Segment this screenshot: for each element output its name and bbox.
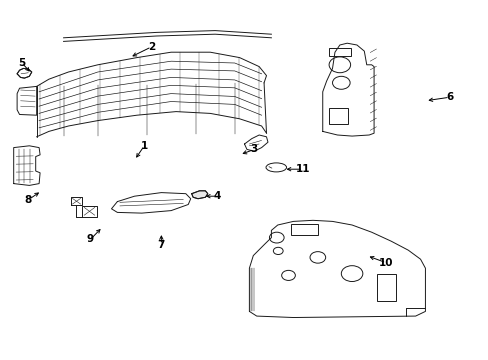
Ellipse shape [265, 163, 286, 172]
Bar [376, 274, 395, 301]
Text: 2: 2 [148, 42, 155, 52]
Bar [328, 48, 350, 56]
Text: 7: 7 [157, 240, 165, 250]
Text: 4: 4 [213, 191, 221, 201]
Bar [290, 224, 317, 235]
Text: 5: 5 [19, 58, 25, 68]
Text: 9: 9 [87, 234, 94, 244]
Text: 1: 1 [141, 141, 147, 151]
Text: 6: 6 [446, 92, 452, 102]
Text: 3: 3 [250, 144, 257, 154]
Text: 8: 8 [25, 195, 32, 205]
Polygon shape [17, 68, 32, 78]
Text: 11: 11 [295, 164, 310, 174]
Text: 10: 10 [378, 258, 393, 268]
Bar [328, 108, 347, 124]
Polygon shape [191, 191, 207, 199]
